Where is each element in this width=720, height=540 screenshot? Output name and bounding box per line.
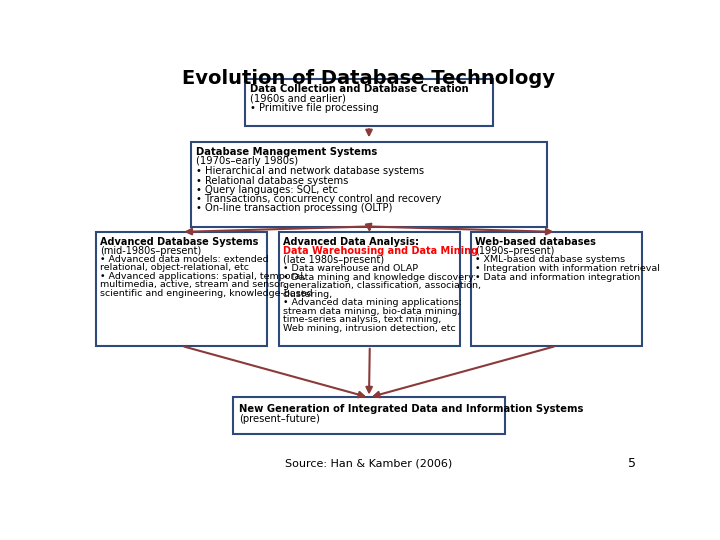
Text: • Data and information integration: • Data and information integration <box>475 273 640 282</box>
Text: time-series analysis, text mining,: time-series analysis, text mining, <box>283 315 441 324</box>
Text: Advanced Database Systems: Advanced Database Systems <box>100 237 258 246</box>
Text: (1960s and earlier): (1960s and earlier) <box>251 93 346 103</box>
Text: Web-based databases: Web-based databases <box>475 237 596 246</box>
Text: Web mining, intrusion detection, etc: Web mining, intrusion detection, etc <box>283 323 456 333</box>
Text: generalization, classification, association,: generalization, classification, associat… <box>283 281 481 290</box>
Text: • Query languages: SQL, etc: • Query languages: SQL, etc <box>196 185 338 195</box>
Text: Advanced Data Analysis:: Advanced Data Analysis: <box>283 237 419 246</box>
FancyBboxPatch shape <box>472 232 642 346</box>
FancyBboxPatch shape <box>245 79 493 126</box>
Text: • Data mining and knowledge discovery:: • Data mining and knowledge discovery: <box>283 273 476 282</box>
Text: clustering,: clustering, <box>283 289 333 299</box>
FancyBboxPatch shape <box>279 232 461 346</box>
Text: stream data mining, bio-data mining,: stream data mining, bio-data mining, <box>283 307 460 315</box>
Text: • On-line transaction processing (OLTP): • On-line transaction processing (OLTP) <box>196 204 392 213</box>
Text: relational, object-relational, etc: relational, object-relational, etc <box>100 264 249 273</box>
Text: • Integration with information retrieval: • Integration with information retrieval <box>475 264 660 273</box>
Text: Data Collection and Database Creation: Data Collection and Database Creation <box>251 84 469 94</box>
Text: (late 1980s–present): (late 1980s–present) <box>283 255 384 265</box>
Text: scientific and engineering, knowledge-based: scientific and engineering, knowledge-ba… <box>100 289 312 298</box>
Text: Data Warehousing and Data Mining: Data Warehousing and Data Mining <box>283 246 478 256</box>
Text: Evolution of Database Technology: Evolution of Database Technology <box>182 70 556 89</box>
FancyBboxPatch shape <box>191 142 547 226</box>
Text: Source: Han & Kamber (2006): Source: Han & Kamber (2006) <box>285 458 453 469</box>
Text: • Hierarchical and network database systems: • Hierarchical and network database syst… <box>196 166 424 177</box>
Text: New Generation of Integrated Data and Information Systems: New Generation of Integrated Data and In… <box>239 403 583 414</box>
Text: • Advanced applications: spatial, temporal,: • Advanced applications: spatial, tempor… <box>100 272 306 281</box>
Text: • Data warehouse and OLAP: • Data warehouse and OLAP <box>283 264 418 273</box>
FancyBboxPatch shape <box>233 397 505 434</box>
Text: • Relational database systems: • Relational database systems <box>196 176 348 186</box>
Text: Database Management Systems: Database Management Systems <box>196 147 377 157</box>
Text: • XML-based database systems: • XML-based database systems <box>475 255 625 264</box>
Text: (1990s–present): (1990s–present) <box>475 246 554 256</box>
Text: • Advanced data models: extended: • Advanced data models: extended <box>100 255 269 264</box>
FancyBboxPatch shape <box>96 232 266 346</box>
Text: (1970s–early 1980s): (1970s–early 1980s) <box>196 157 298 166</box>
Text: • Transactions, concurrency control and recovery: • Transactions, concurrency control and … <box>196 194 441 204</box>
Text: 5: 5 <box>629 457 636 470</box>
Text: (present–future): (present–future) <box>239 414 320 423</box>
Text: • Primitive file processing: • Primitive file processing <box>251 103 379 112</box>
Text: (mid-1980s–present): (mid-1980s–present) <box>100 246 202 256</box>
Text: • Advanced data mining applications:: • Advanced data mining applications: <box>283 298 462 307</box>
Text: multimedia, active, stream and sensor,: multimedia, active, stream and sensor, <box>100 280 287 289</box>
